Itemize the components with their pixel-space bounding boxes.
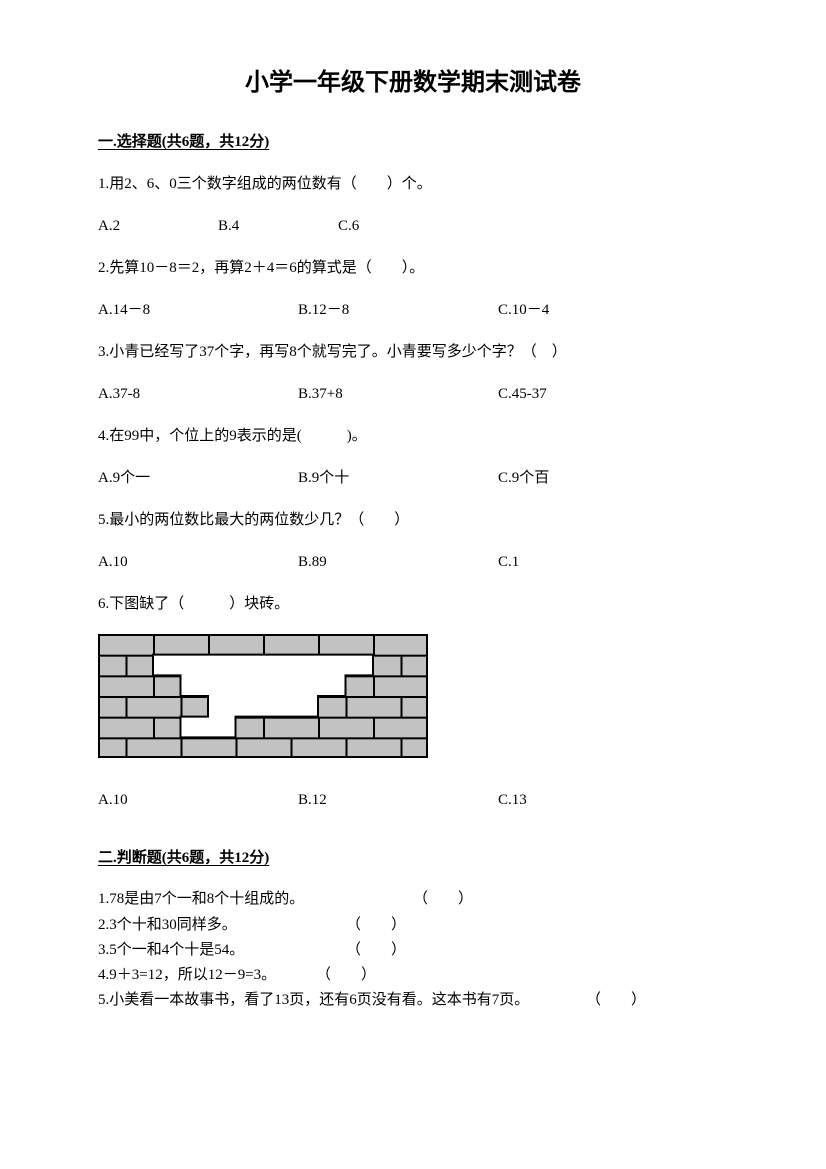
q6-opt-b: B.12 — [298, 788, 498, 812]
q3-opt-a: A.37-8 — [98, 382, 298, 406]
brick-wall-svg — [98, 634, 428, 758]
page-title: 小学一年级下册数学期末测试卷 — [98, 64, 728, 102]
tf-item-4-blank: （ ） — [316, 964, 376, 987]
tf-item-2: 2.3个十和30同样多。 （ ） — [98, 914, 728, 937]
q1-opt-b: B.4 — [218, 214, 338, 238]
tf-item-3-text: 3.5个一和4个十是54。 — [98, 942, 244, 958]
q6-text: 6.下图缺了（ ）块砖。 — [98, 592, 728, 616]
q2-text: 2.先算10－8＝2，再算2＋4＝6的算式是（ ）。 — [98, 256, 728, 280]
tf-item-4: 4.9＋3=12，所以12－9=3。 （ ） — [98, 964, 728, 987]
q2-opt-c: C.10－4 — [498, 298, 698, 322]
q5-text: 5.最小的两位数比最大的两位数少几？（ ） — [98, 508, 728, 532]
q6-opt-a: A.10 — [98, 788, 298, 812]
tf-item-3-blank: （ ） — [346, 939, 406, 962]
exam-page: 小学一年级下册数学期末测试卷 一.选择题(共6题，共12分) 1.用2、6、0三… — [0, 0, 826, 1169]
q2-opt-b: B.12－8 — [298, 298, 498, 322]
q1-opt-c: C.6 — [338, 214, 458, 238]
tf-item-1-blank: （ ） — [413, 888, 473, 911]
q4-opt-b: B.9个十 — [298, 466, 498, 490]
q2-opt-a: A.14－8 — [98, 298, 298, 322]
q3-opt-c: C.45-37 — [498, 382, 698, 406]
tf-list: 1.78是由7个一和8个十组成的。 （ ） 2.3个十和30同样多。 （ ） 3… — [98, 888, 728, 1012]
q4-opt-c: C.9个百 — [498, 466, 698, 490]
tf-item-5-text: 5.小美看一本故事书，看了13页，还有6页没有看。这本书有7页。 — [98, 992, 529, 1008]
tf-item-1-text: 1.78是由7个一和8个十组成的。 — [98, 891, 304, 907]
q6-options: A.10 B.12 C.13 — [98, 788, 728, 812]
brick-wall-diagram — [98, 634, 728, 766]
tf-item-1: 1.78是由7个一和8个十组成的。 （ ） — [98, 888, 728, 911]
q5-opt-b: B.89 — [298, 550, 498, 574]
tf-item-3: 3.5个一和4个十是54。 （ ） — [98, 939, 728, 962]
section-2-header: 二.判断题(共6题，共12分) — [98, 846, 728, 870]
q1-text: 1.用2、6、0三个数字组成的两位数有（ ）个。 — [98, 172, 728, 196]
q3-text: 3.小青已经写了37个字，再写8个就写完了。小青要写多少个字？（ ） — [98, 340, 728, 364]
q5-options: A.10 B.89 C.1 — [98, 550, 728, 574]
q3-options: A.37-8 B.37+8 C.45-37 — [98, 382, 728, 406]
q6-opt-c: C.13 — [498, 788, 698, 812]
q5-opt-c: C.1 — [498, 550, 698, 574]
section-1-header: 一.选择题(共6题，共12分) — [98, 130, 728, 154]
q1-opt-a: A.2 — [98, 214, 218, 238]
tf-item-2-blank: （ ） — [346, 914, 406, 937]
q3-opt-b: B.37+8 — [298, 382, 498, 406]
q2-options: A.14－8 B.12－8 C.10－4 — [98, 298, 728, 322]
tf-item-4-text: 4.9＋3=12，所以12－9=3。 — [98, 967, 276, 983]
tf-item-2-text: 2.3个十和30同样多。 — [98, 917, 237, 933]
tf-item-5-blank: （ ） — [586, 989, 646, 1012]
q4-text: 4.在99中，个位上的9表示的是( )。 — [98, 424, 728, 448]
q5-opt-a: A.10 — [98, 550, 298, 574]
q4-opt-a: A.9个一 — [98, 466, 298, 490]
tf-item-5: 5.小美看一本故事书，看了13页，还有6页没有看。这本书有7页。 （ ） — [98, 989, 728, 1012]
q4-options: A.9个一 B.9个十 C.9个百 — [98, 466, 728, 490]
q1-options: A.2 B.4 C.6 — [98, 214, 728, 238]
